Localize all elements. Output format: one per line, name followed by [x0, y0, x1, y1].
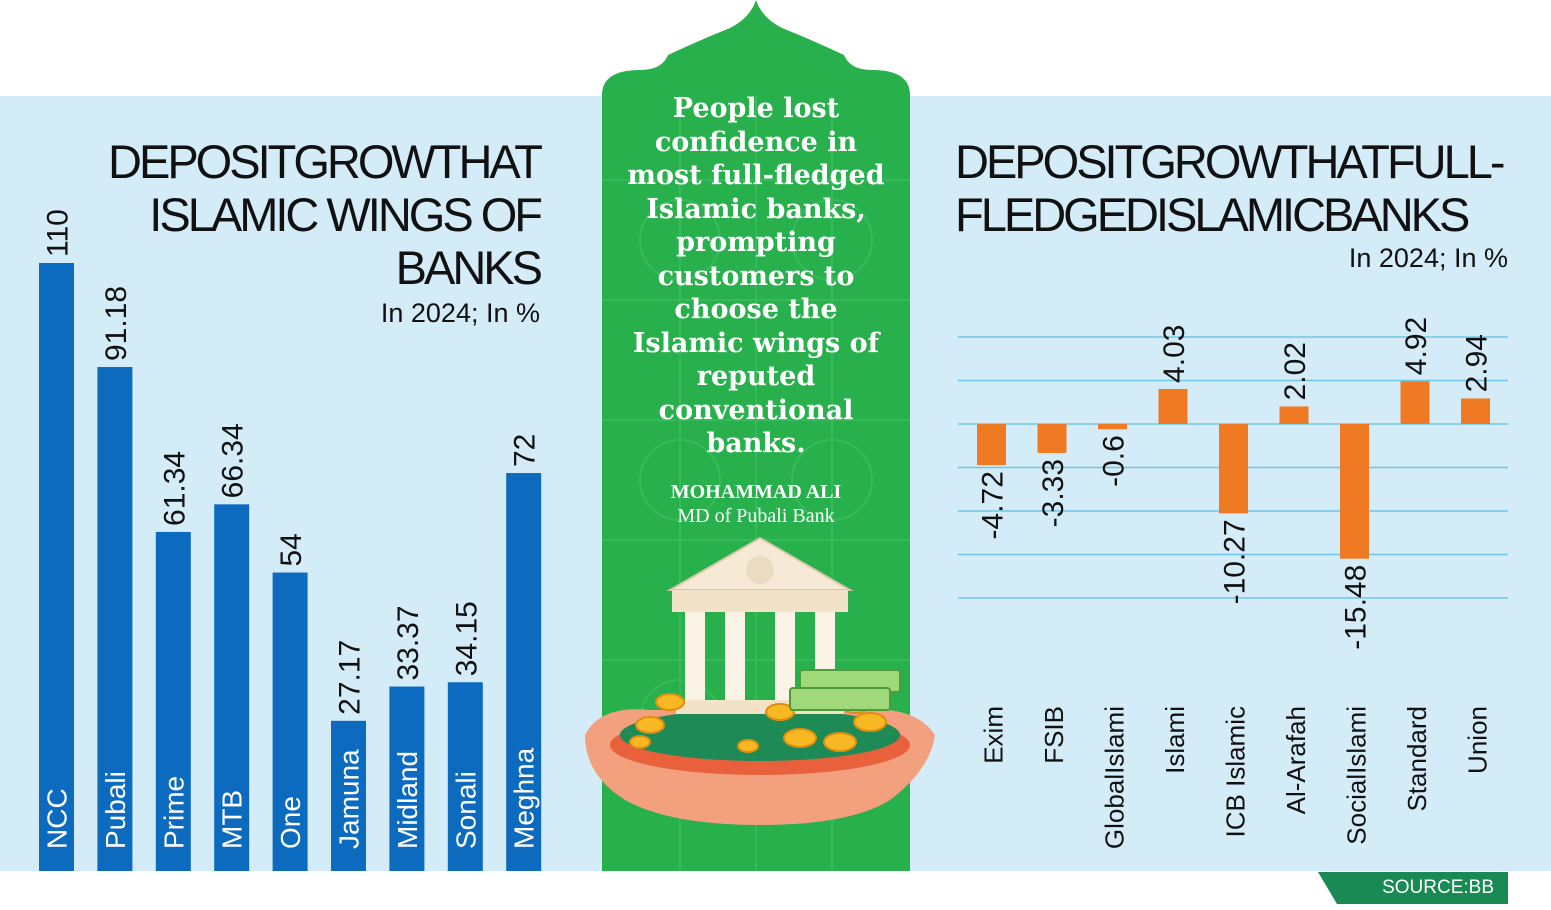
quote-text: People lost confidence in most full-fled…	[627, 93, 885, 459]
bar-value-label: 72	[509, 434, 542, 467]
right-title-line-1: DEPOSITGROWTHATFULL-	[955, 135, 1506, 188]
cash-stack-icon	[789, 669, 901, 711]
bar-value-label: -10.27	[1219, 519, 1252, 604]
bar-value-label: 91.18	[100, 286, 133, 361]
bar-al-arafah	[1279, 406, 1309, 424]
bank-building-icon	[666, 536, 854, 714]
bar-one	[272, 572, 308, 871]
bar-value-label: -4.72	[977, 471, 1010, 539]
bar-prime	[155, 531, 191, 871]
bar-value-label: -0.6	[1098, 435, 1131, 487]
bar-category-label: MTB	[217, 790, 248, 849]
left-title-line-3: BANKS	[395, 241, 543, 294]
hands-illustration	[585, 709, 935, 825]
bar-value-label: -15.48	[1340, 565, 1373, 650]
bar-category-label: Prime	[158, 776, 189, 849]
bar-value-label: 27.17	[334, 640, 367, 715]
bar-value-label: 33.37	[392, 605, 425, 680]
bar-category-label: Midland	[392, 751, 423, 849]
coins-icon	[629, 693, 887, 753]
bar-value-label: 61.34	[158, 451, 191, 526]
bar-jamuna	[331, 720, 366, 871]
bar-union	[1461, 398, 1490, 424]
bar-category-label: One	[275, 796, 306, 849]
bar-category-label: Exim	[979, 706, 1009, 764]
author-name: MOHAMMAD ALI	[670, 481, 842, 503]
bar-value-label: -3.33	[1037, 459, 1070, 527]
bar-meghna	[506, 473, 542, 871]
bar-category-label: Jamuna	[334, 749, 365, 849]
bar-value-label: 34.15	[450, 601, 483, 676]
bar-mtb	[214, 504, 250, 871]
bar-standard	[1400, 381, 1430, 424]
left-chart-title: DEPOSITGROWTHAT ISLAMIC WINGS OF BANKS	[95, 135, 543, 294]
bar-category-label: ICB Islamic	[1221, 706, 1251, 837]
bar-category-label: Islami	[1160, 706, 1190, 774]
bar-category-label: Pubali	[100, 771, 131, 849]
bar-icb-islamic	[1219, 424, 1248, 514]
bar-globalislami	[1098, 424, 1127, 430]
author-role: MD of Pubali Bank	[677, 505, 835, 527]
bar-category-label: Meghna	[509, 747, 540, 849]
bar-exim	[977, 424, 1006, 466]
bar-category-label: Union	[1463, 706, 1493, 774]
left-chart-subtitle: In 2024; In %	[380, 298, 540, 328]
bar-socialislami	[1340, 424, 1369, 559]
bar-category-label: SocialIslami	[1342, 706, 1372, 845]
right-chart-title: DEPOSITGROWTHATFULL- FLEDGEDISLAMICBANKS	[955, 135, 1510, 241]
left-title-line-2: ISLAMIC WINGS OF	[149, 188, 543, 241]
right-title-line-2: FLEDGEDISLAMICBANKS	[955, 188, 1470, 241]
bar-category-label: Al-Arafah	[1281, 706, 1311, 814]
bar-value-label: 4.92	[1400, 317, 1433, 375]
bar-value-label: 66.34	[217, 423, 250, 498]
bar-islami	[1158, 388, 1188, 424]
bar-category-label: GlobalIslami	[1100, 706, 1130, 849]
bar-midland	[389, 686, 425, 871]
source-badge: SOURCE:BB	[1318, 872, 1508, 904]
quote-attribution: MOHAMMAD ALI MD of Pubali Bank	[622, 480, 890, 528]
bar-ncc	[39, 263, 74, 871]
bar-fsib	[1037, 424, 1067, 453]
bar-category-label: Standard	[1402, 706, 1432, 812]
bar-value-label: 2.02	[1279, 342, 1312, 400]
bar-value-label: 110	[42, 209, 75, 257]
left-title-line-1: DEPOSITGROWTHAT	[108, 135, 543, 188]
bar-category-label: Sonali	[450, 771, 481, 849]
bar-category-label: NCC	[42, 788, 73, 849]
bar-sonali	[447, 682, 483, 871]
right-chart-subtitle: In 2024; In %	[1348, 243, 1508, 273]
bar-value-label: 4.03	[1158, 325, 1191, 383]
bar-category-label: FSIB	[1039, 706, 1069, 764]
bar-value-label: 2.94	[1461, 334, 1494, 392]
bar-pubali	[97, 367, 133, 871]
bar-value-label: 54	[275, 533, 308, 566]
